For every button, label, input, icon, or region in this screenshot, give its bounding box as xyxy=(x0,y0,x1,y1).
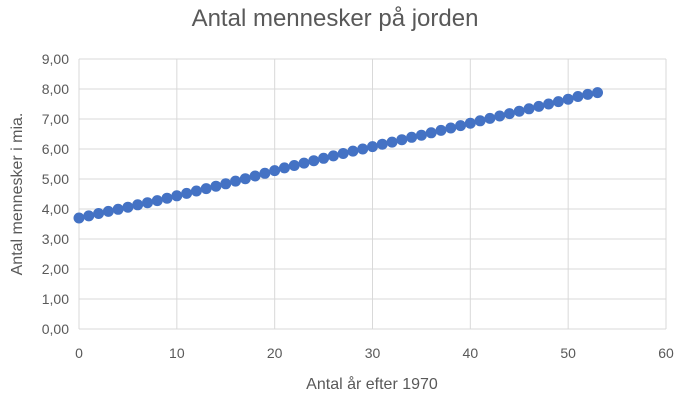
data-point xyxy=(533,100,545,112)
data-point xyxy=(200,183,212,195)
data-point xyxy=(592,87,604,99)
x-tick-label: 10 xyxy=(169,345,185,361)
data-point xyxy=(132,199,144,211)
data-point xyxy=(93,208,105,219)
data-point xyxy=(298,157,310,169)
gridlines xyxy=(78,58,667,330)
data-point xyxy=(474,115,486,127)
y-tick-label: 5,00 xyxy=(42,171,69,187)
data-point xyxy=(503,108,515,120)
data-point xyxy=(239,173,251,185)
data-series xyxy=(73,87,604,224)
x-tick-label: 20 xyxy=(267,345,283,361)
data-point xyxy=(484,112,496,124)
y-tick-label: 6,00 xyxy=(42,141,69,157)
data-point xyxy=(357,143,369,155)
data-point xyxy=(151,195,163,207)
data-point xyxy=(220,178,232,190)
data-point xyxy=(278,162,290,174)
data-point xyxy=(318,152,330,164)
x-tick-label: 0 xyxy=(75,345,83,361)
y-tick-label: 2,00 xyxy=(42,261,69,277)
data-point xyxy=(259,167,271,179)
y-tick-label: 3,00 xyxy=(42,231,69,247)
y-tick-label: 0,00 xyxy=(42,321,69,337)
data-point xyxy=(73,212,85,224)
y-tick-label: 9,00 xyxy=(42,51,69,67)
data-point xyxy=(386,136,398,148)
y-tick-labels: 0,00 1,00 2,00 3,00 4,00 5,00 6,00 7,00 8,00 9,00 xyxy=(42,51,69,337)
data-point xyxy=(562,93,574,105)
data-point xyxy=(523,103,535,115)
data-point xyxy=(327,150,339,162)
data-point xyxy=(102,205,114,217)
data-point xyxy=(572,91,584,102)
data-point xyxy=(83,210,95,222)
y-tick-label: 4,00 xyxy=(42,201,69,217)
x-tick-label: 40 xyxy=(463,345,479,361)
x-tick-label: 50 xyxy=(560,345,576,361)
x-tick-label: 30 xyxy=(365,345,381,361)
data-point xyxy=(455,120,467,132)
y-tick-label: 8,00 xyxy=(42,81,69,97)
data-point xyxy=(337,148,349,159)
data-point xyxy=(171,190,183,202)
y-tick-label: 7,00 xyxy=(42,111,69,127)
data-point xyxy=(376,138,388,150)
data-point xyxy=(161,192,173,204)
y-tick-label: 1,00 xyxy=(42,291,69,307)
y-axis-label: Antal mennesker i mia. xyxy=(9,113,26,276)
data-point xyxy=(367,141,378,153)
data-point xyxy=(122,201,134,213)
data-point xyxy=(141,197,153,209)
data-point xyxy=(445,122,457,134)
data-point xyxy=(513,105,525,117)
data-point xyxy=(288,160,300,171)
x-tick-label: 60 xyxy=(658,345,674,361)
data-point xyxy=(425,127,437,139)
data-point xyxy=(347,145,359,157)
data-point xyxy=(190,185,202,197)
data-point xyxy=(543,98,555,110)
data-point xyxy=(112,203,124,215)
data-point xyxy=(415,129,427,141)
chart-title: Antal mennesker på jorden xyxy=(192,5,479,32)
data-point xyxy=(269,165,281,177)
data-point xyxy=(464,117,476,129)
data-point xyxy=(406,131,418,143)
data-point xyxy=(181,187,193,199)
data-point xyxy=(308,155,320,167)
data-point xyxy=(249,170,261,182)
data-point xyxy=(396,134,408,146)
data-point xyxy=(230,175,242,187)
data-point xyxy=(582,88,594,100)
data-point xyxy=(552,96,564,108)
data-point xyxy=(435,124,447,136)
data-point xyxy=(494,110,506,122)
data-point xyxy=(210,180,222,192)
x-tick-labels: 0 10 20 30 40 50 60 xyxy=(75,345,674,361)
x-axis-label: Antal år efter 1970 xyxy=(306,375,438,393)
